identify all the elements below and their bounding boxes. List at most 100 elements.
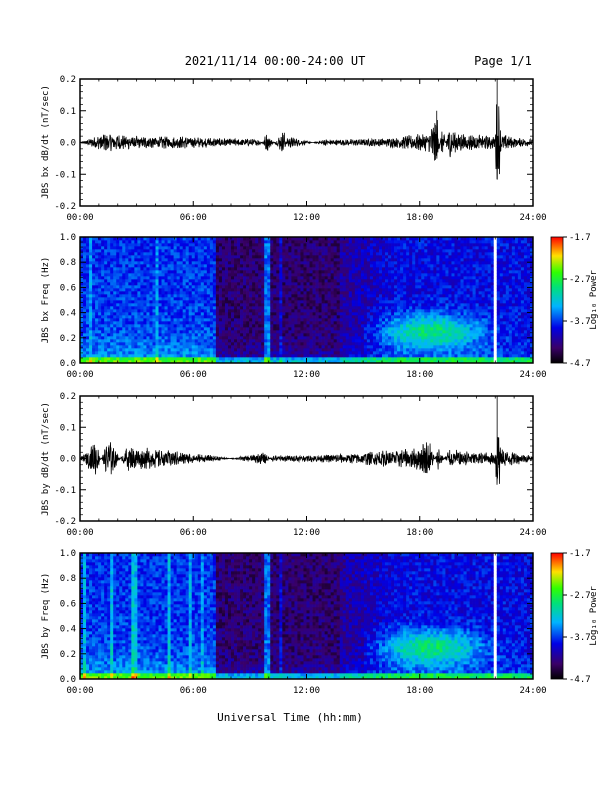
heatmap-cell [291,357,294,360]
heatmap-cell [116,291,119,294]
heatmap-cell [409,351,412,354]
heatmap-cell [343,333,346,336]
heatmap-cell [355,297,358,300]
heatmap-cell [149,336,152,339]
heatmap-cell [316,342,319,345]
heatmap-cell [261,267,264,270]
heatmap-cell [328,255,331,258]
heatmap-cell [128,297,131,300]
heatmap-cell [168,297,171,300]
heatmap-cell [210,246,213,249]
heatmap-cell [219,315,222,318]
heatmap-cell [228,261,231,264]
heatmap-cell [355,321,358,324]
heatmap-cell [388,297,391,300]
heatmap-cell [240,285,243,288]
heatmap-cell [367,303,370,306]
heatmap-cell [279,264,282,267]
heatmap-cell [364,318,367,321]
heatmap-cell [119,321,122,324]
heatmap-cell [119,297,122,300]
heatmap-cell [95,267,98,270]
heatmap-cell [421,348,424,351]
heatmap-cell [198,309,201,312]
heatmap-cell [367,315,370,318]
heatmap-cell [376,279,379,282]
heatmap-cell [294,279,297,282]
heatmap-cell [334,333,337,336]
heatmap-cell [322,258,325,261]
heatmap-cell [418,312,421,315]
heatmap-cell [237,327,240,330]
heatmap-cell [231,312,234,315]
heatmap-cell [104,321,107,324]
heatmap-cell [216,348,219,351]
heatmap-cell [322,270,325,273]
heatmap-cell [316,285,319,288]
heatmap-cell [110,249,113,252]
heatmap-cell [430,315,433,318]
heatmap-cell [367,255,370,258]
heatmap-cell [86,342,89,345]
heatmap-cell [237,270,240,273]
heatmap-cell [240,261,243,264]
heatmap-cell [234,327,237,330]
heatmap-cell [388,330,391,333]
heatmap-cell [322,342,325,345]
heatmap-cell [291,330,294,333]
heatmap-cell [234,330,237,333]
heatmap-cell [322,252,325,255]
heatmap-cell [394,336,397,339]
heatmap-cell [152,309,155,312]
heatmap-cell [397,339,400,342]
heatmap-cell [382,285,385,288]
heatmap-cell [394,285,397,288]
heatmap-cell [162,306,165,309]
heatmap-cell [316,261,319,264]
heatmap-cell [391,342,394,345]
heatmap-cell [406,273,409,276]
heatmap-cell [340,336,343,339]
heatmap-cell [343,354,346,357]
heatmap-cell [294,264,297,267]
heatmap-cell [307,321,310,324]
heatmap-cell [385,273,388,276]
heatmap-cell [98,258,101,261]
heatmap-cell [282,294,285,297]
heatmap-cell [340,339,343,342]
heatmap-cell [364,303,367,306]
heatmap-cell [279,240,282,243]
heatmap-cell [219,240,222,243]
heatmap-cell [409,252,412,255]
heatmap-cell [159,321,162,324]
heatmap-cell [98,348,101,351]
heatmap-cell [397,243,400,246]
heatmap-cell [319,327,322,330]
heatmap-cell [101,321,104,324]
heatmap-cell [186,261,189,264]
heatmap-cell [140,273,143,276]
heatmap-cell [303,333,306,336]
heatmap-cell [159,306,162,309]
heatmap-cell [367,357,370,360]
heatmap-cell [358,258,361,261]
heatmap-cell [237,333,240,336]
heatmap-cell [270,288,273,291]
heatmap-cell [174,294,177,297]
heatmap-cell [370,267,373,270]
heatmap-cell [291,285,294,288]
heatmap-cell [231,243,234,246]
heatmap-cell [189,282,192,285]
heatmap-cell [391,285,394,288]
heatmap-cell [101,246,104,249]
heatmap-cell [152,249,155,252]
heatmap-cell [128,300,131,303]
heatmap-cell [113,336,116,339]
heatmap-cell [340,357,343,360]
heatmap-cell [89,321,92,324]
heatmap-cell [222,270,225,273]
heatmap-cell [231,285,234,288]
heatmap-cell [427,246,430,249]
heatmap-cell [313,291,316,294]
heatmap-cell [228,270,231,273]
